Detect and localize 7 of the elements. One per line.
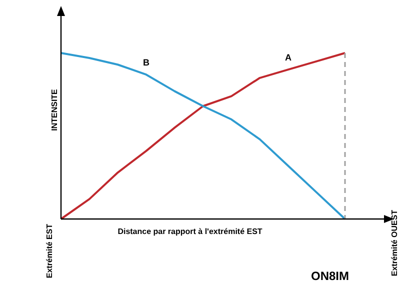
series-label: B [142,58,150,68]
series-label: A [284,52,292,63]
text: ON8IM [310,269,350,283]
x-axis-title: Distance par rapport à l'extrémité EST [118,227,262,236]
y-axis-title: INTENSITE [50,88,59,131]
text: Extrémité EST [45,224,54,278]
text: Extrémité OUEST [390,210,399,276]
